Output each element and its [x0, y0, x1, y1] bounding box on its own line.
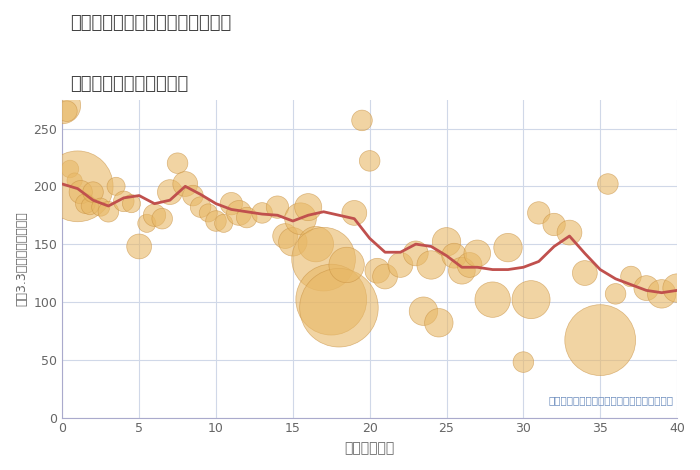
Point [356, 117, 368, 124]
Point [218, 219, 230, 227]
Point [472, 250, 483, 257]
Point [226, 200, 237, 207]
Point [364, 157, 375, 164]
Point [279, 232, 290, 240]
Point [526, 296, 537, 304]
Point [57, 102, 68, 109]
Point [211, 217, 222, 225]
Point [318, 255, 329, 263]
Point [656, 290, 667, 298]
Text: 築年数別中古戸建て価格: 築年数別中古戸建て価格 [70, 75, 188, 93]
Point [640, 284, 652, 292]
Point [610, 290, 621, 298]
Point [333, 304, 344, 312]
Point [69, 177, 80, 184]
Point [241, 214, 252, 221]
Point [395, 261, 406, 269]
Point [172, 159, 183, 167]
Point [134, 243, 145, 250]
Point [64, 165, 76, 173]
Point [164, 188, 176, 196]
Point [118, 197, 130, 205]
Point [426, 261, 437, 269]
Point [310, 240, 321, 248]
Point [141, 219, 153, 227]
Point [326, 296, 337, 304]
Point [111, 182, 122, 190]
Point [272, 204, 283, 211]
Point [671, 284, 682, 292]
Point [195, 204, 206, 211]
Point [579, 269, 590, 277]
Text: 円の大きさは、取引のあった物件面積を示す: 円の大きさは、取引のあった物件面積を示す [549, 395, 674, 405]
Point [149, 212, 160, 219]
Point [72, 182, 83, 190]
Point [602, 180, 613, 188]
Point [441, 238, 452, 246]
Point [418, 307, 429, 315]
Point [103, 208, 114, 216]
Point [302, 204, 314, 211]
Point [349, 209, 360, 217]
Point [456, 267, 468, 274]
Point [341, 261, 352, 269]
Point [625, 273, 636, 280]
Text: 神奈川県川崎市中原区下小田中の: 神奈川県川崎市中原区下小田中の [70, 14, 231, 32]
Point [95, 204, 106, 211]
Point [85, 202, 96, 210]
Y-axis label: 坪（3.3㎡）単価（万円）: 坪（3.3㎡）単価（万円） [15, 211, 28, 306]
Point [233, 209, 244, 217]
Point [449, 252, 460, 259]
Point [157, 215, 168, 222]
Point [287, 238, 298, 246]
Point [203, 209, 214, 217]
Point [295, 215, 306, 222]
Point [88, 188, 99, 196]
Point [594, 337, 606, 344]
Point [410, 250, 421, 257]
Point [564, 229, 575, 236]
X-axis label: 築年数（年）: 築年数（年） [344, 441, 395, 455]
Point [126, 200, 137, 207]
Point [180, 180, 191, 188]
Point [518, 358, 529, 366]
Point [372, 267, 383, 274]
Point [503, 244, 514, 251]
Point [464, 261, 475, 269]
Point [379, 273, 391, 280]
Point [533, 209, 545, 217]
Point [549, 221, 560, 228]
Point [62, 108, 73, 115]
Point [487, 296, 498, 304]
Point [433, 319, 444, 327]
Point [188, 192, 199, 199]
Point [80, 200, 91, 207]
Point [75, 188, 86, 196]
Point [256, 209, 267, 217]
